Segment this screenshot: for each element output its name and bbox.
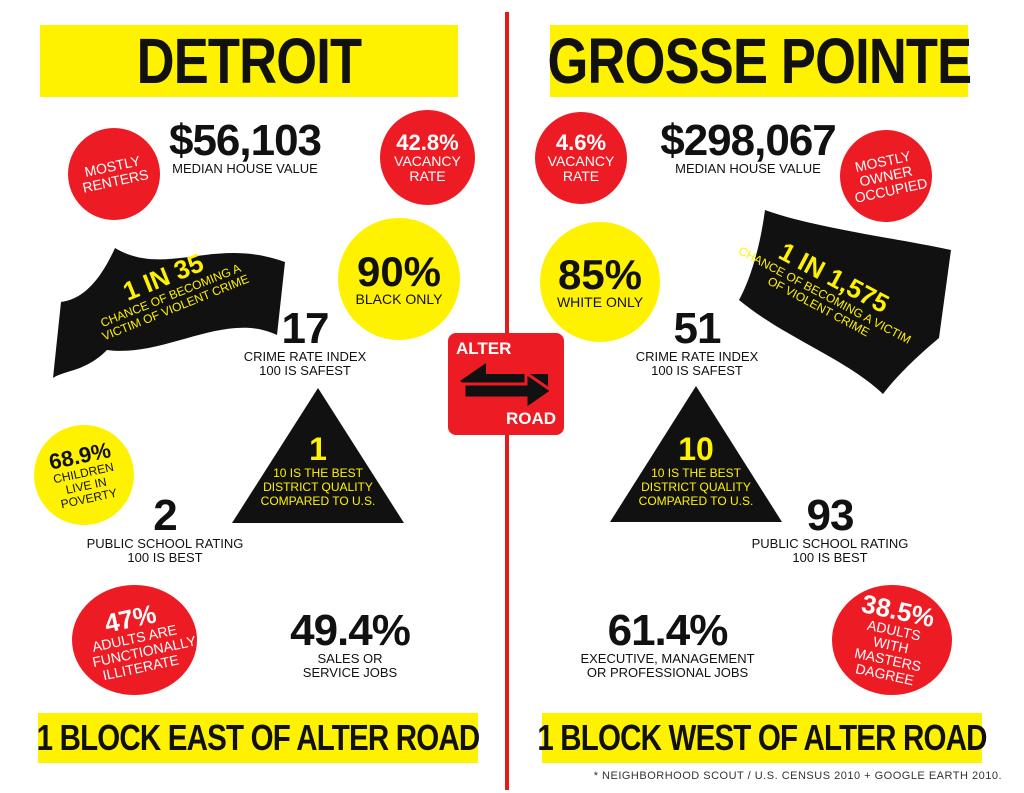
detroit-crime-flag [53, 248, 285, 378]
gp-tenure-label: MOSTLY OWNER OCCUPIED [853, 147, 929, 206]
detroit-crime-index-label2: 100 IS SAFEST [259, 363, 351, 378]
grosse-pointe-title: GROSSE POINTE [547, 25, 972, 97]
gp-crime-index-label1: CRIME RATE INDEX [635, 349, 759, 364]
gp-race-pct: 85% [557, 250, 643, 298]
detroit-vacancy-circle: 42.8% VACANCY RATE [380, 110, 475, 205]
detroit-district-quality: 1 [309, 431, 327, 467]
detroit-race-pct: 90% [356, 247, 442, 295]
detroit-title: DETROIT [136, 25, 362, 97]
detroit-crime-index-label1: CRIME RATE INDEX [243, 349, 367, 364]
detroit-race-label: BLACK ONLY [355, 290, 443, 307]
gp-school-block: 93 PUBLIC SCHOOL RATING 100 IS BEST [745, 491, 915, 565]
gp-district-label: 10 IS THE BEST DISTRICT QUALITY COMPARED… [638, 466, 754, 508]
detroit-district-triangle [232, 388, 404, 523]
gp-school-label1: PUBLIC SCHOOL RATING [751, 536, 909, 551]
detroit-jobs-label1: SALES OR [317, 651, 383, 666]
gp-tenure-circle: MOSTLY OWNER OCCUPIED [840, 130, 932, 222]
alter-road-sign-bottom: ROAD [505, 409, 556, 428]
detroit-tenure-label: MOSTLY RENTERS [81, 152, 150, 196]
detroit-school-label2: 100 IS BEST [127, 550, 203, 565]
alter-road-sign-top: ALTER [456, 339, 512, 358]
gp-jobs-label1: EXECUTIVE, MANAGEMENT [580, 651, 755, 666]
gp-masters-circle: 38.5% ADULTS WITH MASTERS DAGREE [832, 585, 952, 695]
grosse-pointe-title-banner: GROSSE POINTE [547, 25, 972, 97]
gp-jobs-pct: 61.4% [607, 606, 729, 655]
gp-vacancy-label: VACANCY RATE [547, 153, 615, 184]
source-note: * NEIGHBORHOOD SCOUT / U.S. CENSUS 2010 … [593, 770, 1002, 782]
gp-school-label2: 100 IS BEST [792, 550, 868, 565]
detroit-literacy-circle: 47% ADULTS ARE FUNCTIONALLY ILLITERATE [72, 585, 197, 695]
detroit-tenure-circle: MOSTLY RENTERS [68, 128, 160, 220]
detroit-school-rating: 2 [153, 491, 177, 540]
detroit-district-label: 10 IS THE BEST DISTRICT QUALITY COMPARED… [260, 466, 376, 508]
detroit-title-banner: DETROIT [40, 25, 458, 97]
detroit-school-label1: PUBLIC SCHOOL RATING [86, 536, 244, 551]
detroit-footer-banner: 1 BLOCK EAST OF ALTER ROAD [36, 713, 481, 763]
gp-district-quality: 10 [678, 431, 714, 467]
gp-vacancy-pct: 4.6% [555, 130, 607, 155]
gp-race-circle: 85% WHITE ONLY [540, 222, 660, 342]
gp-jobs-label2: OR PROFESSIONAL JOBS [586, 665, 749, 680]
detroit-jobs-block: 49.4% SALES OR SERVICE JOBS [270, 606, 430, 680]
gp-footer-banner: 1 BLOCK WEST OF ALTER ROAD [537, 713, 988, 763]
two-way-arrow-icon [460, 363, 555, 411]
detroit-district-text: 1 10 IS THE BEST DISTRICT QUALITY COMPAR… [250, 432, 386, 508]
gp-district-triangle [610, 386, 782, 522]
detroit-jobs-pct: 49.4% [290, 606, 411, 655]
gp-vacancy-circle: 4.6% VACANCY RATE [535, 112, 627, 204]
detroit-vacancy-pct: 42.8% [396, 129, 459, 155]
gp-crime-index-block: 51 CRIME RATE INDEX 100 IS SAFEST [622, 304, 772, 378]
gp-footer: 1 BLOCK WEST OF ALTER ROAD [537, 717, 987, 758]
gp-jobs-block: 61.4% EXECUTIVE, MANAGEMENT OR PROFESSIO… [570, 606, 765, 680]
gp-school-rating: 93 [806, 491, 855, 540]
gp-crime-index-label2: 100 IS SAFEST [651, 363, 743, 378]
detroit-vacancy-label: VACANCY RATE [394, 152, 461, 184]
gp-race-label: WHITE ONLY [556, 293, 644, 310]
detroit-race-circle: 90% BLACK ONLY [338, 218, 460, 340]
gp-median-value: $298,067 [660, 116, 837, 165]
gp-district-text: 10 10 IS THE BEST DISTRICT QUALITY COMPA… [628, 432, 764, 508]
gp-crime-index: 51 [673, 304, 722, 353]
detroit-crime-index: 17 [281, 304, 330, 353]
detroit-crime-index-block: 17 CRIME RATE INDEX 100 IS SAFEST [230, 304, 380, 378]
gp-median-block: $298,067 MEDIAN HOUSE VALUE [648, 116, 848, 176]
detroit-poverty-circle: 68.9% CHILDREN LIVE IN POVERTY [34, 425, 134, 525]
alter-road-sign: ALTER ROAD [448, 333, 564, 435]
detroit-jobs-label2: SERVICE JOBS [302, 665, 398, 680]
detroit-median-value: $56,103 [168, 116, 322, 165]
gp-median-label: MEDIAN HOUSE VALUE [675, 161, 821, 176]
detroit-footer: 1 BLOCK EAST OF ALTER ROAD [36, 717, 481, 758]
gp-crime-flag [739, 210, 951, 394]
detroit-school-block: 2 PUBLIC SCHOOL RATING 100 IS BEST [80, 491, 250, 565]
detroit-median-block: $56,103 MEDIAN HOUSE VALUE [160, 116, 330, 176]
detroit-median-label: MEDIAN HOUSE VALUE [172, 161, 318, 176]
